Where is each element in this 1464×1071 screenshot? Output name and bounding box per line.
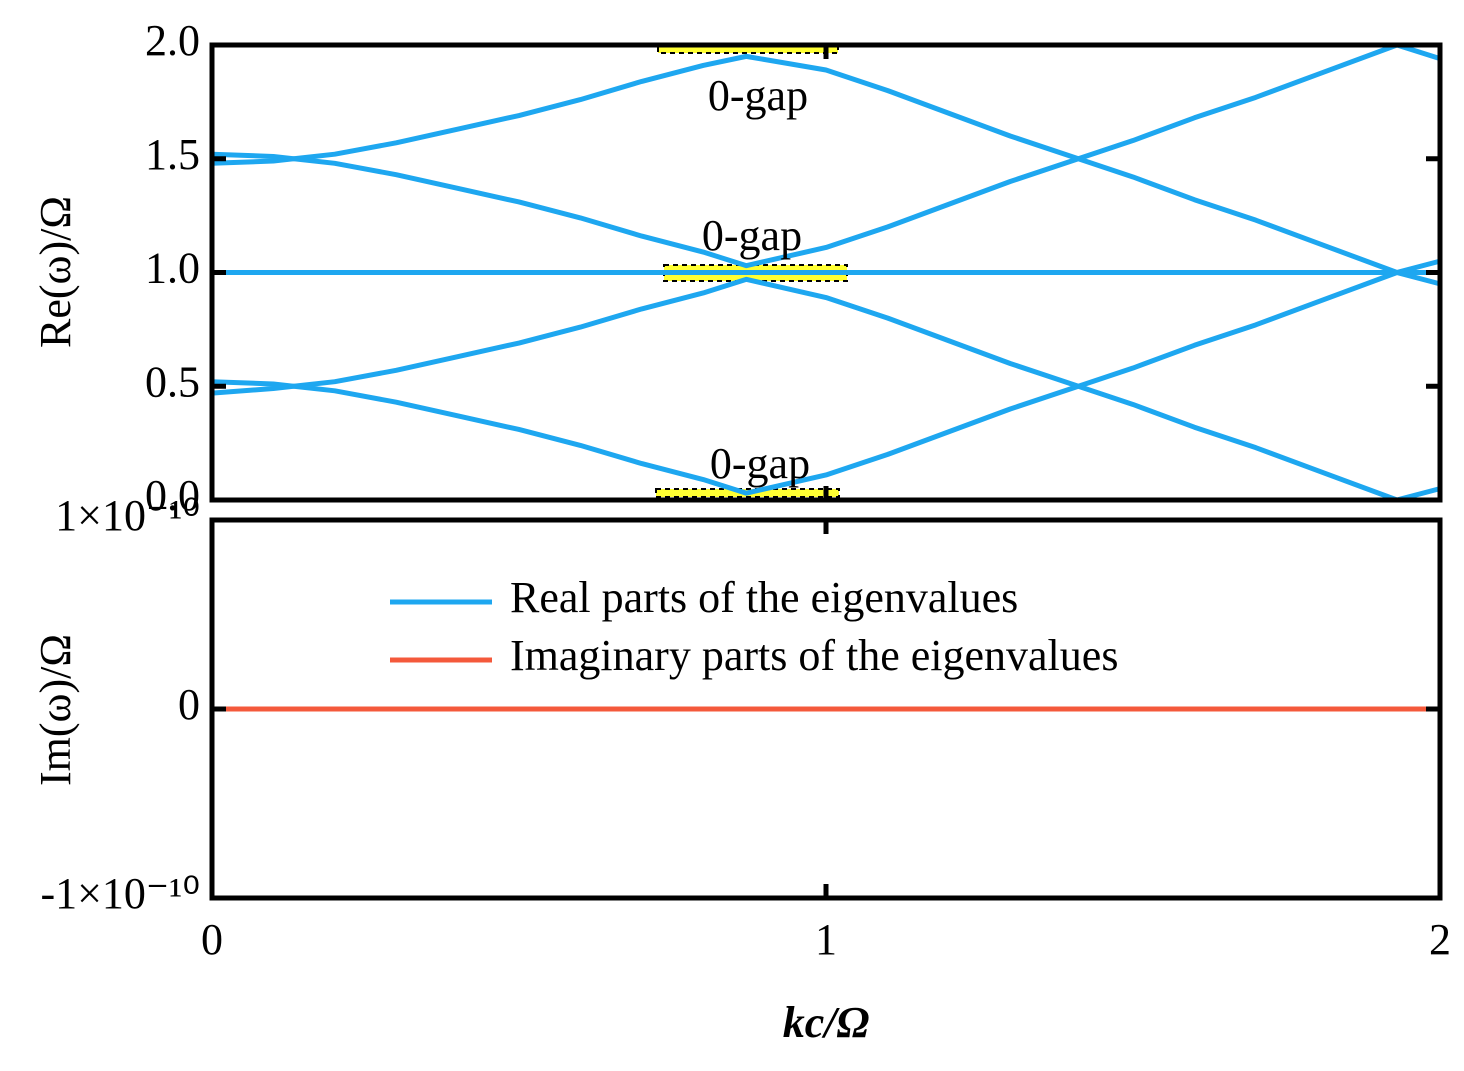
y-axis-label: Im(ω)/Ω xyxy=(31,634,80,786)
x-axis-label: kc/Ω xyxy=(783,998,870,1047)
plot-frame xyxy=(209,517,1443,901)
plot-frame xyxy=(209,42,1443,503)
y-tick-label: 0.0 xyxy=(145,471,200,520)
data-line xyxy=(211,276,1441,503)
y-axis-label: Re(ω)/Ω xyxy=(31,196,80,348)
annotation: 0-gap xyxy=(702,211,802,260)
x-tick-label: 2 xyxy=(1429,915,1451,964)
annotation: 0-gap xyxy=(710,439,810,488)
y-tick-label: 2.0 xyxy=(145,16,200,65)
x-tick-label: 0 xyxy=(201,915,223,964)
legend-label: Real parts of the eigenvalues xyxy=(510,573,1018,622)
y-tick-label: 1.0 xyxy=(145,244,200,293)
y-tick-label: -1×10⁻¹⁰ xyxy=(40,869,200,918)
y-tick-label: 0.5 xyxy=(145,357,200,406)
data-line xyxy=(211,53,1441,287)
data-line xyxy=(211,258,1441,496)
y-tick-label: 0 xyxy=(178,680,200,729)
legend-label: Imaginary parts of the eigenvalues xyxy=(510,631,1118,680)
y-tick-label: 1.5 xyxy=(145,130,200,179)
y-tick-label: 1×10⁻¹⁰ xyxy=(55,491,200,540)
data-line xyxy=(211,42,1441,269)
x-tick-label: 1 xyxy=(815,915,837,964)
annotation: 0-gap xyxy=(708,71,808,120)
